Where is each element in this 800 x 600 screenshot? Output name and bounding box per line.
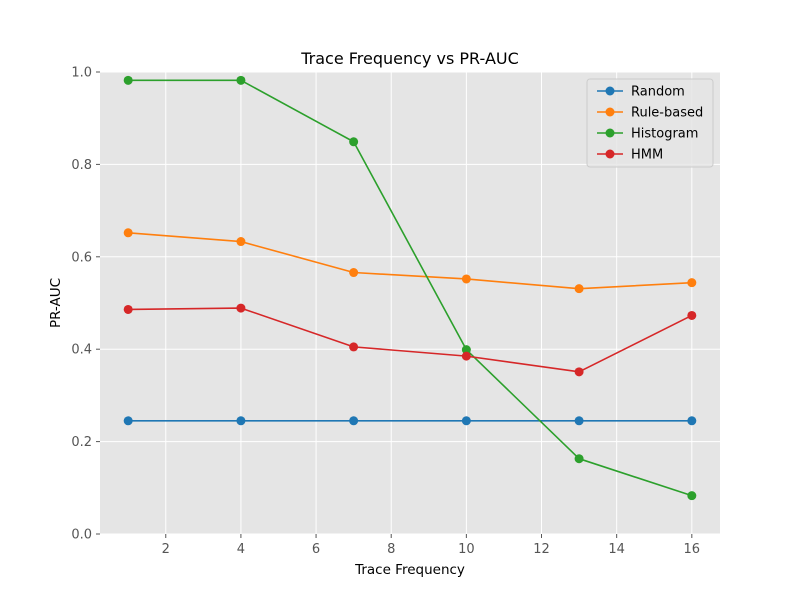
data-point-histogram <box>123 75 133 85</box>
x-tick-label: 10 <box>458 542 475 557</box>
x-axis-label: Trace Frequency <box>354 562 465 578</box>
legend-item-rule-based: Rule-based <box>597 106 703 121</box>
data-point-random <box>349 416 359 426</box>
legend: Random Rule-based Histogram HMM <box>586 78 714 168</box>
x-tick-label: 4 <box>237 542 245 557</box>
data-point-rule-based <box>123 228 133 238</box>
legend-item-histogram: Histogram <box>597 127 698 142</box>
data-point-random <box>574 416 584 426</box>
series-line-hmm <box>128 307 693 373</box>
legend-item-hmm: HMM <box>597 148 663 163</box>
data-point-random <box>236 416 246 426</box>
data-point-rule-based <box>574 284 584 294</box>
legend-marker <box>605 128 615 138</box>
data-point-histogram <box>236 75 246 85</box>
series-layer <box>123 75 697 501</box>
data-point-histogram <box>349 137 359 147</box>
data-point-random <box>123 416 133 426</box>
legend-label: Histogram <box>631 127 698 142</box>
series-rule-based <box>123 228 697 294</box>
data-point-hmm <box>574 367 584 377</box>
legend-box <box>586 78 714 168</box>
legend-marker <box>605 149 615 159</box>
series-hmm <box>123 303 697 377</box>
chart-title: Trace Frequency vs PR-AUC <box>300 49 519 68</box>
y-tick-label: 1.0 <box>71 66 92 81</box>
y-tick-label: 0.2 <box>71 435 92 450</box>
data-point-hmm <box>236 303 246 313</box>
legend-item-random: Random <box>597 85 685 100</box>
legend-label: Rule-based <box>631 106 703 121</box>
data-point-hmm <box>349 342 359 352</box>
x-tick-label: 14 <box>608 542 625 557</box>
data-point-hmm <box>123 304 133 314</box>
data-point-rule-based <box>236 237 246 247</box>
legend-label: Random <box>631 85 685 100</box>
x-tick-label: 12 <box>533 542 550 557</box>
data-point-histogram <box>687 491 697 501</box>
data-point-histogram <box>461 345 471 355</box>
legend-label: HMM <box>631 148 663 163</box>
y-tick-label: 0.8 <box>71 158 92 173</box>
x-axis-ticks: 2 4 6 8 10 12 14 16 <box>162 534 700 557</box>
series-line-histogram <box>128 79 693 497</box>
y-axis-ticks: 0.0 0.2 0.4 0.6 0.8 1.0 <box>71 66 100 543</box>
data-point-hmm <box>687 310 697 320</box>
x-tick-label: 16 <box>684 542 701 557</box>
y-axis-label: PR-AUC <box>48 278 64 328</box>
y-tick-label: 0.4 <box>71 343 92 358</box>
series-line-rule-based <box>128 231 692 290</box>
legend-marker <box>605 107 615 117</box>
x-tick-label: 6 <box>312 542 320 557</box>
legend-marker <box>605 86 615 96</box>
y-tick-label: 0.6 <box>71 250 92 265</box>
x-tick-label: 2 <box>162 542 170 557</box>
data-point-random <box>687 416 697 426</box>
y-tick-label: 0.0 <box>71 528 92 543</box>
data-point-random <box>461 416 471 426</box>
x-tick-label: 8 <box>387 542 395 557</box>
data-point-rule-based <box>687 278 697 288</box>
data-point-histogram <box>574 454 584 464</box>
data-point-rule-based <box>349 268 359 278</box>
series-random <box>123 416 697 426</box>
data-point-hmm <box>461 351 471 361</box>
data-point-rule-based <box>461 274 471 284</box>
series-histogram <box>123 75 697 501</box>
